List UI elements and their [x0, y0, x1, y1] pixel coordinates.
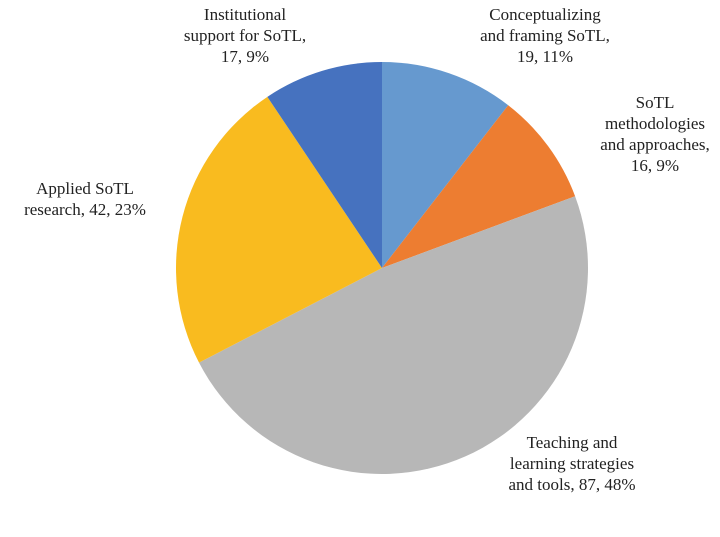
pie-slice — [382, 62, 509, 268]
data-label: Applied SoTL research4223% — [16, 178, 154, 220]
data-label-text: Conceptualizing and framing SoTL 1911% — [479, 4, 611, 67]
percentage-label: 11% — [542, 47, 574, 66]
value-label: 17 — [221, 47, 247, 66]
data-label-text: Applied SoTL research4223% — [16, 178, 154, 220]
data-label: Teaching and learning strategies and too… — [498, 432, 646, 495]
percentage-label: 9% — [656, 156, 680, 175]
value-label: 19 — [517, 47, 543, 66]
pie-slice — [199, 196, 588, 475]
data-label: SoTL methodologies and approaches 169% — [592, 92, 718, 176]
percentage-label: 9% — [246, 47, 270, 66]
category-label: Institutional support for SoTL — [184, 5, 306, 45]
data-label-text: Teaching and learning strategies and too… — [498, 432, 646, 495]
pie-slice — [267, 62, 382, 268]
value-label: 87 — [579, 475, 605, 494]
category-label: SoTL methodologies and approaches — [600, 93, 710, 154]
value-label: 42 — [89, 200, 115, 219]
data-label-text: Institutional support for SoTL 179% — [179, 4, 311, 67]
data-label-text: SoTL methodologies and approaches 169% — [592, 92, 718, 176]
pie-slice — [176, 96, 382, 363]
value-label: 16 — [631, 156, 657, 175]
pie-slice — [382, 105, 576, 269]
percentage-label: 23% — [114, 200, 146, 219]
data-label: Conceptualizing and framing SoTL 1911% — [479, 4, 611, 67]
percentage-label: 48% — [604, 475, 636, 494]
data-label: Institutional support for SoTL 179% — [179, 4, 311, 67]
category-label: Conceptualizing and framing SoTL — [480, 5, 610, 45]
